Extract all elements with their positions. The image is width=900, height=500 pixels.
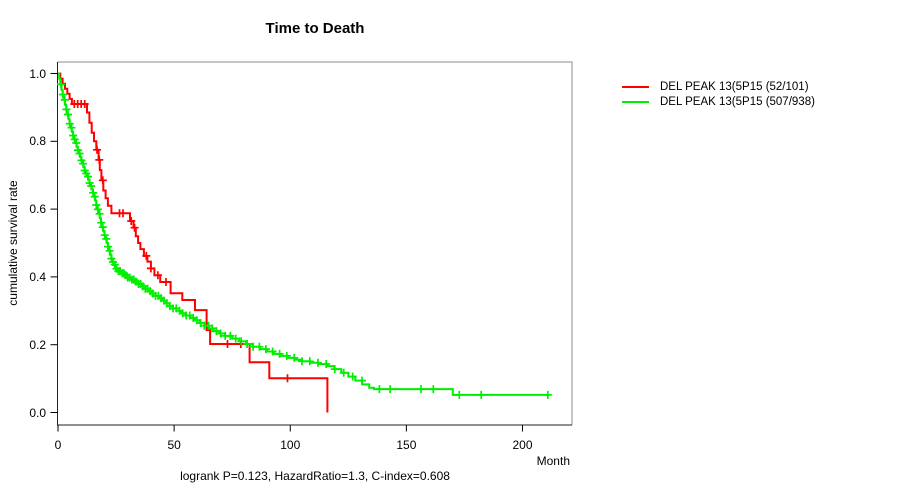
axis-lines [57, 62, 572, 426]
legend-line-green-sample [622, 100, 649, 103]
plot-box [57, 61, 573, 425]
x-tick-label: 200 [512, 438, 533, 452]
x-tick-label: 0 [54, 438, 62, 452]
censor-marks-green [57, 80, 552, 399]
legend: DEL PEAK 13(5P15 (52/101) DEL PEAK 13(5P… [622, 79, 815, 109]
km-curve-red [58, 72, 329, 413]
legend-line-red-sample [622, 85, 649, 88]
legend-item-green-group: DEL PEAK 13(5P15 (507/938) [622, 94, 815, 109]
x-axis-label: Month [536, 454, 570, 468]
x-tick-label: 150 [396, 438, 417, 452]
y-tick-label: 0.2 [29, 337, 46, 352]
x-tick-label: 100 [280, 438, 301, 452]
chart-title: Time to Death [265, 20, 365, 37]
censor-marks-red [70, 100, 292, 383]
y-tick-label: 1.0 [29, 66, 46, 81]
y-tick-label: 0.4 [29, 269, 46, 284]
y-tick-label: 0.6 [29, 202, 46, 217]
legend-item-red-group: DEL PEAK 13(5P15 (52/101) [622, 79, 815, 94]
stats-caption: logrank P=0.123, HazardRatio=1.3, C-inde… [180, 469, 450, 483]
km-curve-green [58, 72, 550, 396]
legend-label-red: DEL PEAK 13(5P15 (52/101) [660, 80, 809, 93]
y-tick-label: 0.8 [29, 134, 46, 149]
legend-label-green: DEL PEAK 13(5P15 (507/938) [660, 95, 815, 108]
y-tick-label: 0.0 [29, 405, 46, 420]
x-tick-label: 50 [167, 438, 181, 452]
